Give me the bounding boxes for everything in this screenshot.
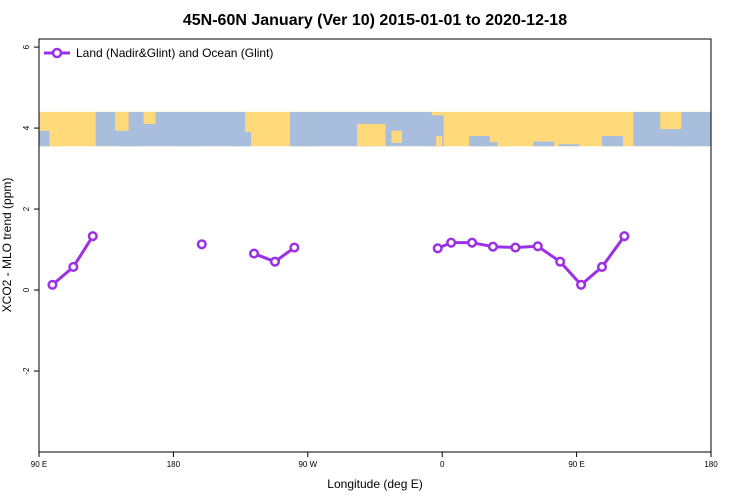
data-point-0-3-5 [532, 241, 543, 252]
data-point-0-0-2 [87, 231, 98, 242]
data-point-0-0-0 [47, 279, 58, 290]
x-tick-label-2: 90 W [298, 460, 317, 469]
x-axis: 90 E 180 90 W 0 90 E 180 [31, 452, 718, 469]
data-point-0-2-2 [289, 242, 300, 253]
map-ocean-patch-11 [601, 135, 623, 147]
map-land-patch-1 [143, 111, 156, 124]
data-point-0-3-8 [596, 261, 608, 273]
map-land-patch-2 [357, 123, 386, 147]
data-point-0-2-1 [269, 256, 280, 267]
data-point-0-0-1 [68, 261, 79, 273]
y-tick-label-0: -2 [22, 367, 31, 375]
y-tick-label-1: 0 [22, 287, 31, 292]
y-tick-label-3: 4 [22, 125, 31, 130]
y-tick-label-4: 6 [22, 44, 31, 49]
map-land-patch-0 [115, 111, 129, 131]
data-point-0-3-9 [619, 231, 630, 242]
data-point-0-3-3 [487, 241, 499, 252]
legend-marker [51, 47, 63, 59]
map-band [39, 111, 711, 147]
map-ocean-patch-0 [39, 130, 50, 147]
x-axis-label: Longitude (deg E) [327, 477, 422, 491]
plot-frame [38, 38, 712, 453]
series-0-line-3 [437, 235, 626, 287]
data-point-0-3-7 [576, 279, 587, 290]
x-tick-label-1: 180 [167, 460, 181, 469]
data-point-0-1-0 [196, 239, 207, 250]
y-axis: -2 0 2 4 6 [22, 44, 39, 375]
map-land-patch-5 [660, 111, 682, 130]
map-land-patch-4 [436, 135, 443, 147]
data-point-0-3-0 [432, 243, 443, 254]
data-point-0-2-0 [248, 248, 260, 259]
legend: Land (Nadir&Glint) and Ocean (Glint) [44, 46, 273, 60]
data-point-0-3-1 [446, 237, 457, 248]
x-tick-label-5: 180 [704, 460, 718, 469]
map-ocean-patch-10 [558, 144, 580, 147]
y-axis-label: XCO2 - MLO trend (ppm) [0, 178, 14, 313]
y-tick-label-2: 2 [22, 206, 31, 211]
x-tick-label-4: 90 E [568, 460, 584, 469]
map-ocean-patch-8 [476, 142, 498, 147]
data-point-0-3-4 [510, 242, 521, 253]
chart-title: 45N-60N January (Ver 10) 2015-01-01 to 2… [183, 12, 567, 29]
legend-label: Land (Nadir&Glint) and Ocean (Glint) [76, 46, 273, 60]
map-ocean-patch-7 [469, 135, 490, 147]
map-land-patch-3 [391, 130, 402, 143]
map-ocean-patch-9 [533, 141, 555, 147]
data-point-0-3-6 [555, 256, 566, 267]
data-point-0-3-2 [467, 237, 478, 248]
x-tick-label-3: 0 [440, 460, 445, 469]
series-layer [47, 231, 630, 290]
x-tick-label-0: 90 E [31, 460, 47, 469]
series-0-line-0 [51, 235, 95, 286]
